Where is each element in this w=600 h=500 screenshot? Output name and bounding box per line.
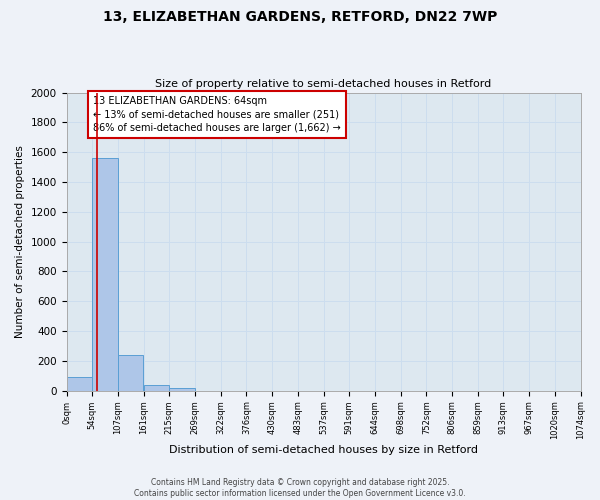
- Text: 13 ELIZABETHAN GARDENS: 64sqm
← 13% of semi-detached houses are smaller (251)
86: 13 ELIZABETHAN GARDENS: 64sqm ← 13% of s…: [93, 96, 341, 132]
- Text: 13, ELIZABETHAN GARDENS, RETFORD, DN22 7WP: 13, ELIZABETHAN GARDENS, RETFORD, DN22 7…: [103, 10, 497, 24]
- Bar: [118, 355, 143, 390]
- Bar: [169, 388, 195, 390]
- Bar: [144, 385, 169, 390]
- Bar: [67, 378, 92, 390]
- Text: Contains HM Land Registry data © Crown copyright and database right 2025.
Contai: Contains HM Land Registry data © Crown c…: [134, 478, 466, 498]
- Bar: [92, 158, 118, 390]
- Title: Size of property relative to semi-detached houses in Retford: Size of property relative to semi-detach…: [155, 79, 491, 89]
- Y-axis label: Number of semi-detached properties: Number of semi-detached properties: [15, 145, 25, 338]
- X-axis label: Distribution of semi-detached houses by size in Retford: Distribution of semi-detached houses by …: [169, 445, 478, 455]
